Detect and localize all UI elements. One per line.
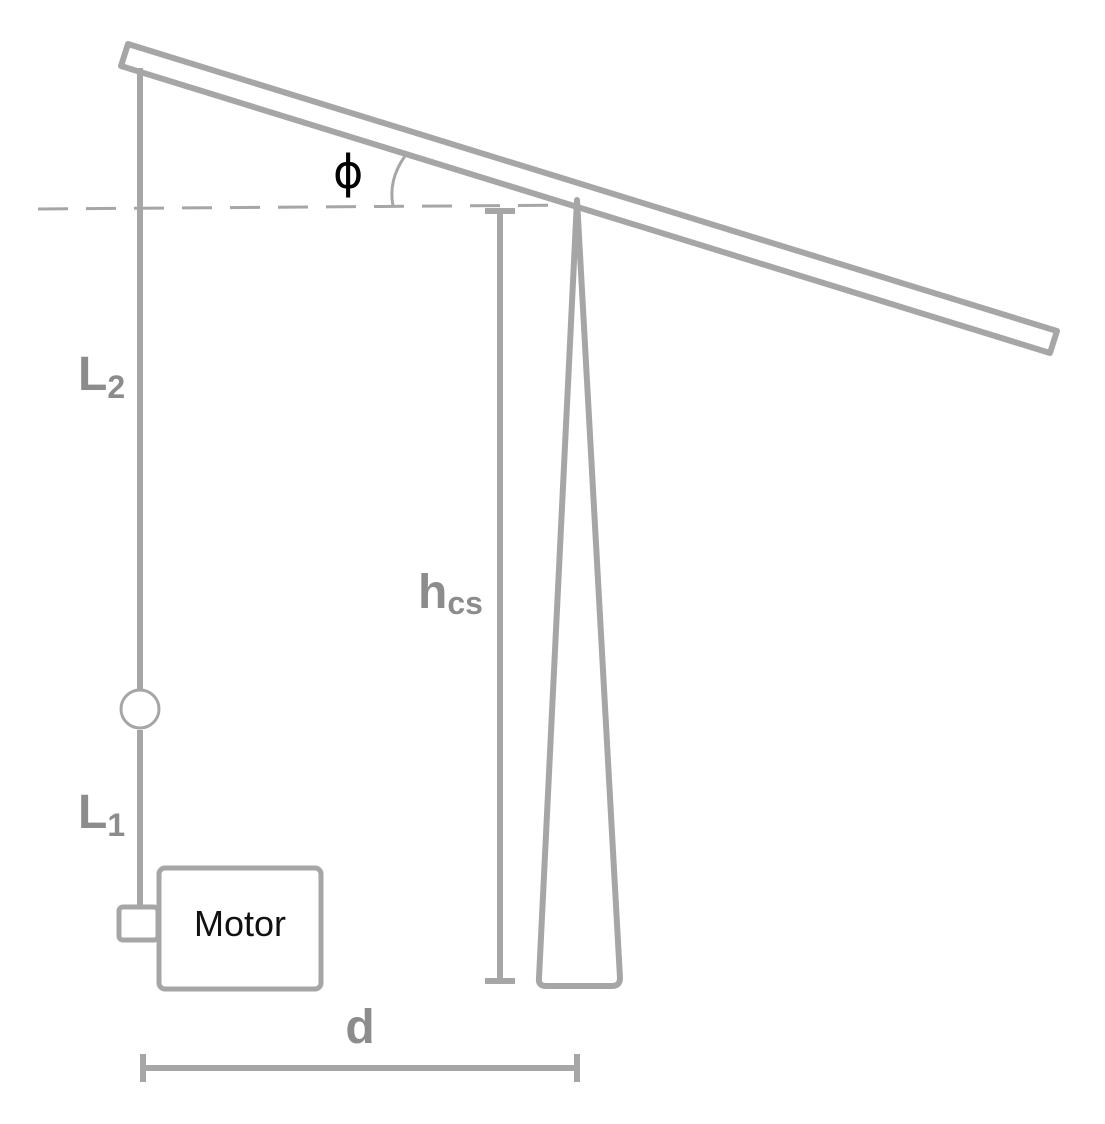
motor-shaft-connector (116, 904, 161, 943)
motor-label: Motor (194, 903, 286, 944)
angle-arc (390, 155, 407, 207)
height-label-hcs: hcs (418, 566, 483, 621)
height-dimension-hcs (485, 208, 515, 984)
distance-label-d: d (345, 1001, 374, 1054)
pivot-support-post (535, 197, 623, 989)
distance-dimension-d (140, 1054, 580, 1082)
rod-l2-label: L2 (78, 348, 125, 405)
tilted-beam (118, 41, 1060, 356)
rod-l1-label: L1 (78, 786, 125, 843)
angle-label-phi: ϕ (333, 145, 363, 199)
horizontal-reference-dashed-line (37, 203, 581, 211)
motor-box (156, 865, 324, 992)
joint-circle (119, 688, 161, 730)
